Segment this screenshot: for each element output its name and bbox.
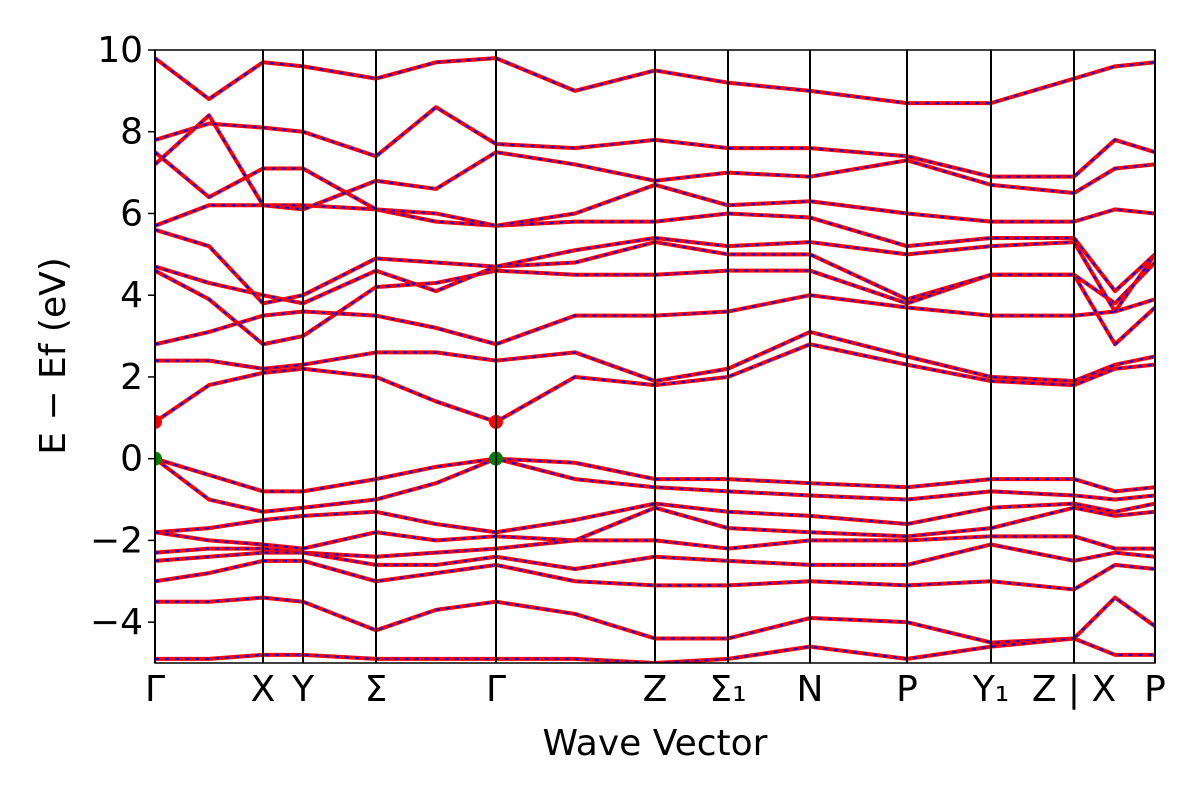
band-overlay	[155, 596, 1155, 644]
x-tick-label: X	[251, 669, 276, 710]
y-tick-label: 2	[120, 357, 143, 398]
band-overlay	[155, 506, 1155, 550]
y-tick-label: 0	[120, 439, 143, 480]
x-tick-label: Y₁	[972, 669, 1009, 710]
y-tick-label: 8	[120, 112, 143, 153]
band-line	[155, 227, 1155, 314]
band-overlay	[155, 204, 1155, 293]
plot-area	[155, 56, 1155, 663]
band-overlay	[155, 535, 1155, 558]
y-tick-label: −2	[90, 520, 143, 561]
y-tick-label: 10	[97, 30, 143, 71]
x-tick-label: Γ	[486, 669, 506, 710]
band-overlay	[155, 543, 1155, 571]
x-tick-label: Σ	[365, 669, 388, 710]
y-tick-label: 4	[120, 275, 143, 316]
band-overlay	[155, 269, 1155, 346]
x-tick-label: Y	[291, 669, 315, 710]
band-overlay	[155, 57, 1155, 105]
y-tick-label: −4	[90, 602, 143, 643]
x-axis-label: Wave Vector	[543, 723, 768, 764]
x-tick-label: P	[1144, 669, 1166, 710]
band-overlay	[155, 151, 1155, 227]
band-edge-point	[155, 451, 162, 466]
band-overlay	[155, 294, 1155, 346]
band-overlay	[155, 457, 1155, 493]
x-tick-label: Z | X	[1032, 669, 1116, 710]
x-tick-label: Γ	[145, 669, 165, 710]
band-overlay	[155, 343, 1155, 423]
band-line	[155, 501, 1155, 535]
band-overlay	[155, 637, 1155, 663]
band-overlay	[155, 105, 1155, 178]
band-line	[155, 558, 1155, 592]
y-axis-label: E − Ef (eV)	[33, 257, 74, 455]
band-overlay	[155, 457, 1155, 513]
x-tick-label: P	[896, 669, 918, 710]
band-edge-point	[155, 414, 162, 429]
x-tick-label: Z	[643, 669, 668, 710]
x-tick-label: N	[797, 669, 824, 710]
band-line	[155, 329, 1155, 384]
x-tick-label: Σ₁	[709, 669, 746, 710]
band-overlay	[155, 113, 1155, 211]
y-tick-label: 6	[120, 193, 143, 234]
